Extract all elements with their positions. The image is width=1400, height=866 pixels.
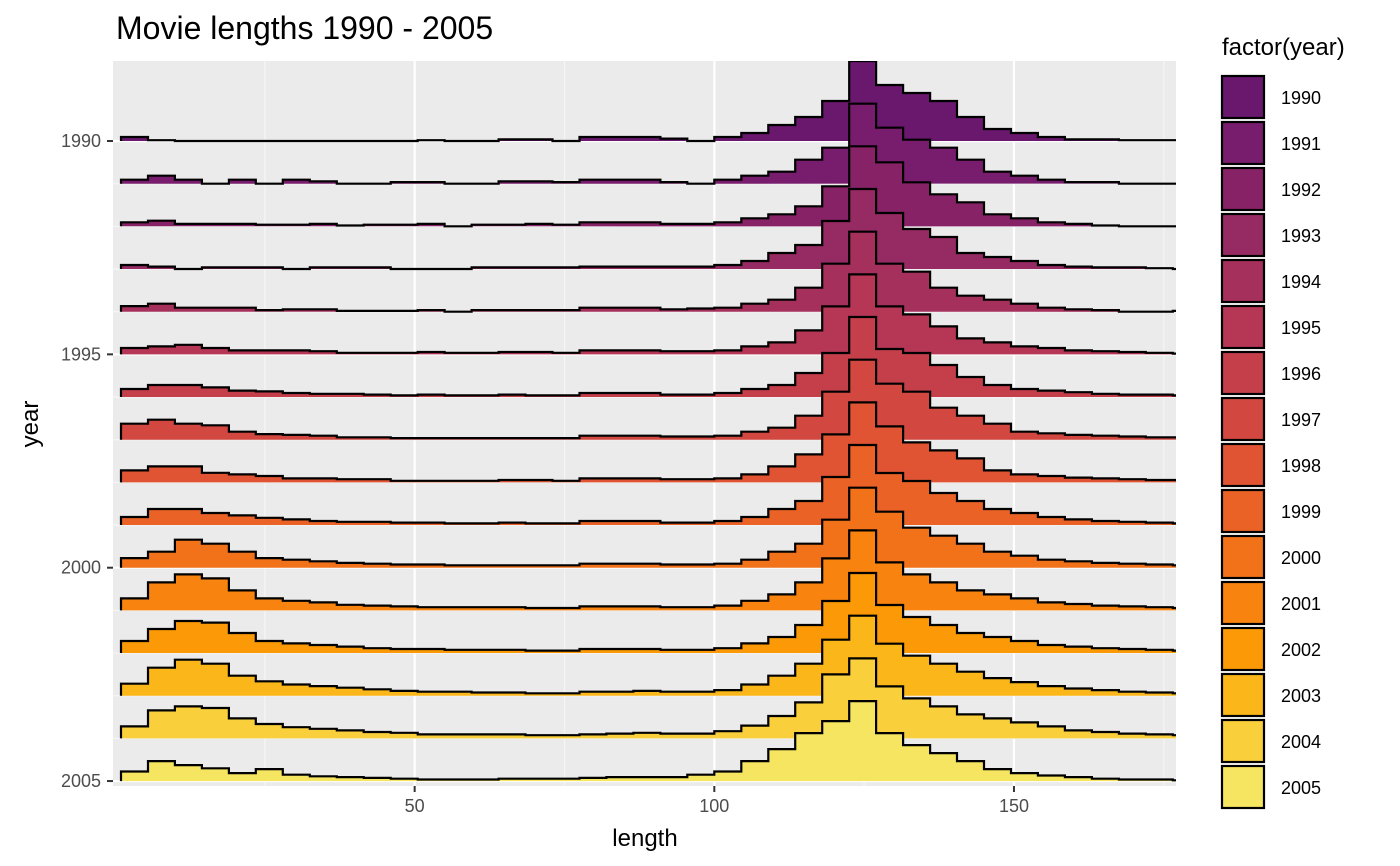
legend-key-1990 (1220, 74, 1266, 120)
legend-label-1990: 1990 (1281, 88, 1321, 108)
legend-label-2003: 2003 (1281, 686, 1321, 706)
legend-key-1997 (1220, 396, 1266, 442)
legend: 1990 1991 1992 1993 1994 1995 1996 1997 1998 1999… (1220, 74, 1321, 810)
chart-title: Movie lengths 1990 - 2005 (116, 10, 493, 46)
ridge-outline-1996 (119, 315, 1176, 397)
legend-label-1997: 1997 (1281, 410, 1321, 430)
ridge-outline-1994 (119, 230, 1176, 313)
ridge-outline-2000 (119, 486, 1176, 568)
legend-key-1995 (1220, 304, 1266, 350)
legend-label-1994: 1994 (1281, 272, 1321, 292)
legend-label-2001: 2001 (1281, 594, 1321, 614)
legend-key-2000 (1220, 534, 1266, 580)
ridge-fill-2001 (121, 530, 1176, 611)
legend-key-1998 (1220, 442, 1266, 488)
legend-key-2001 (1220, 580, 1266, 626)
legend-label-1993: 1993 (1281, 226, 1321, 246)
legend-key-1994 (1220, 258, 1266, 304)
ridge-outline-2002 (119, 571, 1176, 653)
legend-label-1995: 1995 (1281, 318, 1321, 338)
legend-key-1993 (1220, 212, 1266, 258)
x-tick-label: 50 (405, 796, 425, 816)
ridge-fill-2005 (121, 701, 1176, 782)
legend-key-1996 (1220, 350, 1266, 396)
x-tick-label: 150 (999, 796, 1029, 816)
ridge-fill-1999 (121, 445, 1176, 526)
ridge-fill-2004 (121, 658, 1176, 739)
ridge-outline-1995 (119, 273, 1176, 355)
ridge-fill-2003 (121, 615, 1176, 696)
ridge-fill-1992 (121, 146, 1176, 227)
legend-key-2004 (1220, 718, 1266, 764)
ridge-outline-1998 (119, 401, 1176, 483)
y-tick-label: 1995 (61, 344, 101, 364)
ridge-outline-1999 (119, 443, 1176, 525)
y-tick-label: 2005 (61, 771, 101, 791)
y-tick-label: 2000 (61, 558, 101, 578)
legend-key-1991 (1220, 120, 1266, 166)
ridge-fill-2002 (121, 573, 1176, 654)
ridge-outline-2005 (119, 700, 1176, 782)
y-axis: 1990 1995 2000 2005 (61, 131, 113, 791)
ridge-fill-1996 (121, 317, 1176, 398)
plot-panel (113, 61, 1176, 786)
legend-key-1992 (1220, 166, 1266, 212)
ridge-outline-1991 (119, 102, 1176, 185)
ridge-fill-1991 (121, 103, 1176, 184)
ridge-fill-1994 (121, 231, 1176, 312)
ridge-fill-2000 (121, 487, 1176, 568)
ridge-outline-2001 (119, 529, 1176, 611)
panel-background (113, 61, 1176, 786)
ridge-outline-1993 (119, 187, 1176, 271)
ridge-outline-1997 (119, 358, 1176, 440)
legend-label-2002: 2002 (1281, 640, 1321, 660)
legend-label-1998: 1998 (1281, 456, 1321, 476)
legend-label-2004: 2004 (1281, 732, 1321, 752)
legend-key-1999 (1220, 488, 1266, 534)
y-axis-title: year (17, 401, 44, 448)
ridge-outline-2004 (119, 657, 1176, 739)
legend-label-1992: 1992 (1281, 180, 1321, 200)
ridge-outline-2003 (119, 614, 1176, 696)
ridge-outline-1992 (119, 145, 1176, 228)
ridge-fill-1990 (121, 61, 1176, 141)
legend-title: factor(year) (1222, 34, 1345, 61)
legend-label-1999: 1999 (1281, 502, 1321, 522)
ridge-fill-1997 (121, 359, 1176, 440)
ridge-fill-1998 (121, 402, 1176, 483)
y-tick-label: 1990 (61, 131, 101, 151)
ridge-outline-1990 (119, 61, 1176, 143)
ridges (119, 61, 1176, 782)
legend-key-2003 (1220, 672, 1266, 718)
x-axis: 50 100 150 (405, 786, 1029, 816)
legend-label-2000: 2000 (1281, 548, 1321, 568)
legend-label-1991: 1991 (1281, 134, 1321, 154)
x-axis-title: length (612, 825, 677, 852)
legend-key-2005 (1220, 764, 1266, 810)
legend-label-2005: 2005 (1281, 778, 1321, 798)
legend-label-1996: 1996 (1281, 364, 1321, 384)
ridge-fill-1993 (121, 189, 1176, 270)
x-tick-label: 100 (699, 796, 729, 816)
legend-key-2002 (1220, 626, 1266, 672)
ridge-fill-1995 (121, 274, 1176, 355)
